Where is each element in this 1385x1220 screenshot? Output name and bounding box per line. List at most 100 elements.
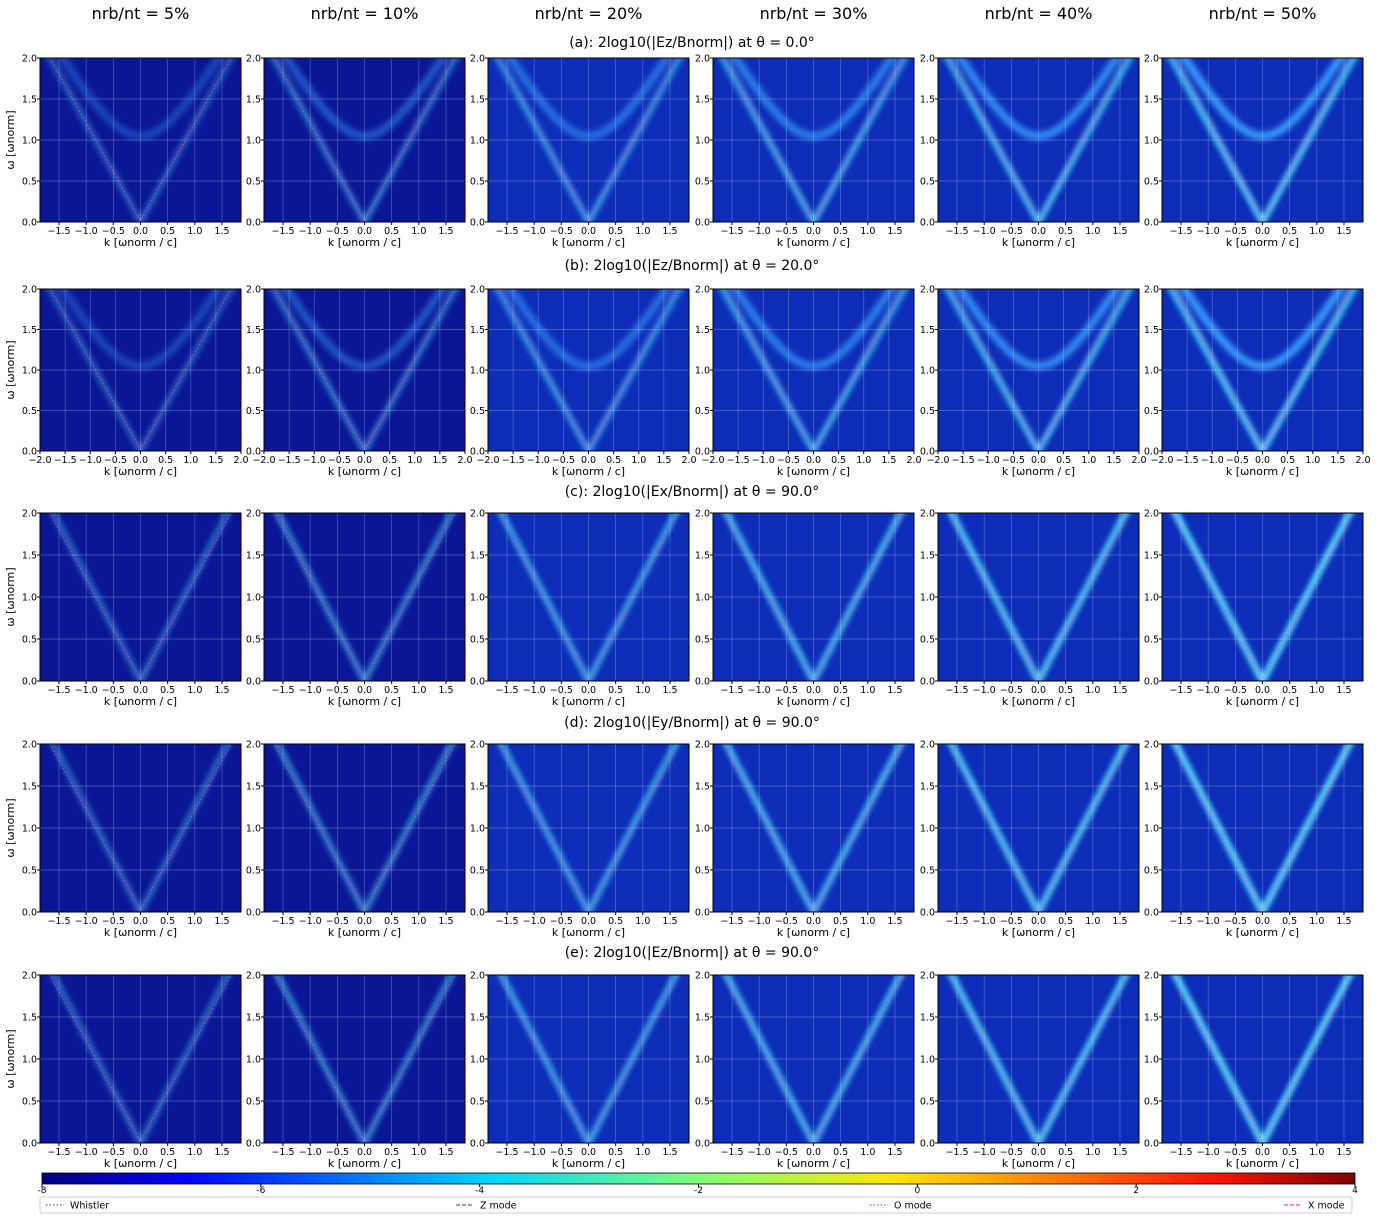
y-tick-label: 0.0 — [246, 1139, 261, 1150]
ridge — [950, 289, 1127, 451]
x-tick-label: 1.5 — [1106, 455, 1121, 466]
y-tick-label: 1.5 — [22, 782, 37, 793]
x-tick-label: 1.0 — [187, 916, 202, 927]
panel: −1.5 −1.0 −0.5 0.0 0.5 1.0 1.5 0.0 0.5 1.0 1.5 2.0 k… — [4, 509, 242, 708]
y-tick-label: 0.0 — [920, 908, 935, 919]
x-tick-label: −1.0 — [973, 226, 996, 237]
mode-curve — [947, 58, 1130, 222]
ridge — [276, 289, 453, 451]
x-tick-label: 1.0 — [1305, 455, 1320, 466]
x-tick-label: 0.5 — [160, 685, 175, 696]
y-tick-label: 1.0 — [22, 366, 37, 377]
y-tick-label: 2.0 — [695, 509, 710, 520]
y-tick-label: 0.5 — [920, 1097, 935, 1108]
x-tick-label: −0.5 — [1224, 226, 1247, 237]
x-tick-label: 1.0 — [860, 226, 875, 237]
y-tick-label: 0.0 — [246, 447, 261, 458]
x-tick-label: 0.0 — [1255, 455, 1270, 466]
x-tick-label: −2.0 — [926, 455, 949, 466]
x-tick-label: 0.0 — [133, 685, 148, 696]
x-tick-label: 1.5 — [1112, 1147, 1127, 1158]
x-axis-label: k [ωnorm / c] — [104, 926, 177, 939]
colorbar-tick-label: -6 — [256, 1186, 265, 1196]
y-tick-label: 1.5 — [470, 325, 485, 336]
y-tick-label: 2.0 — [246, 740, 261, 751]
x-axis-label: k [ωnorm / c] — [328, 926, 401, 939]
x-tick-label: −0.5 — [777, 455, 800, 466]
y-tick-label: 0.0 — [246, 677, 261, 688]
ridge — [52, 975, 229, 1143]
y-tick-label: 1.5 — [920, 95, 935, 106]
y-tick-label: 0.0 — [470, 218, 485, 229]
ridge — [52, 289, 229, 451]
ridge — [719, 289, 908, 451]
ridge — [1174, 58, 1351, 222]
heatmap — [1162, 58, 1363, 222]
x-tick-label: −1.5 — [278, 455, 301, 466]
y-tick-label: 0.0 — [695, 218, 710, 229]
ridge — [1179, 58, 1346, 141]
x-tick-label: 1.5 — [662, 1147, 677, 1158]
x-tick-label: 1.0 — [411, 1147, 426, 1158]
x-tick-label: 0.5 — [1058, 916, 1073, 927]
x-tick-label: 0.0 — [581, 916, 596, 927]
panel: −1.5 −1.0 −0.5 0.0 0.5 1.0 1.5 0.0 0.5 1.0 1.5 2.0 k… — [1144, 971, 1364, 1170]
x-tick-label: 1.0 — [183, 455, 198, 466]
x-axis-label: k [ωnorm / c] — [1226, 695, 1299, 708]
y-tick-label: 0.0 — [22, 218, 37, 229]
x-tick-label: −1.0 — [1197, 226, 1220, 237]
ridge — [57, 58, 224, 141]
row-title: (e): 2log10(|Ez/Bnorm|) at θ = 90.0° — [565, 945, 820, 961]
x-tick-label: 0.5 — [160, 226, 175, 237]
x-tick-label: 1.0 — [631, 455, 646, 466]
y-tick-label: 0.5 — [246, 406, 261, 417]
x-tick-label: −1.0 — [977, 455, 1000, 466]
x-tick-label: 1.0 — [411, 685, 426, 696]
y-tick-label: 1.0 — [695, 366, 710, 377]
x-tick-label: 1.5 — [1112, 685, 1127, 696]
ridge — [950, 975, 1127, 1143]
y-tick-label: 0.5 — [470, 635, 485, 646]
x-tick-label: 0.5 — [608, 916, 623, 927]
y-tick-label: 1.0 — [695, 593, 710, 604]
x-tick-label: 0.0 — [806, 685, 821, 696]
y-tick-label: 1.0 — [695, 824, 710, 835]
x-tick-label: 0.5 — [833, 916, 848, 927]
ridge — [46, 58, 235, 222]
ridge — [944, 289, 1133, 451]
y-tick-label: 1.5 — [22, 551, 37, 562]
row-title: (a): 2log10(|Ez/Bnorm|) at θ = 0.0° — [569, 35, 815, 51]
x-tick-label: 1.5 — [1112, 226, 1127, 237]
y-tick-label: 1.5 — [1144, 551, 1159, 562]
y-tick-label: 2.0 — [920, 740, 935, 751]
x-axis-label: k [ωnorm / c] — [552, 1157, 625, 1170]
x-axis-label: k [ωnorm / c] — [552, 465, 625, 478]
mode-curve — [273, 58, 456, 222]
colorbar-tick-label: -4 — [475, 1186, 484, 1196]
y-tick-label: 0.5 — [920, 866, 935, 877]
x-tick-label: −1.0 — [748, 685, 771, 696]
x-tick-label: 0.5 — [608, 685, 623, 696]
x-tick-label: −1.5 — [271, 1147, 294, 1158]
mode-curve — [722, 58, 905, 222]
x-tick-label: 1.0 — [860, 685, 875, 696]
x-tick-label: 1.0 — [1085, 226, 1100, 237]
y-tick-label: 0.5 — [1144, 177, 1159, 188]
ridge — [730, 289, 897, 371]
y-tick-label: 1.0 — [246, 366, 261, 377]
y-tick-label: 2.0 — [246, 285, 261, 296]
x-tick-label: −0.5 — [1000, 1147, 1023, 1158]
y-tick-label: 2.0 — [695, 740, 710, 751]
y-tick-label: 0.0 — [920, 447, 935, 458]
x-tick-label: −0.5 — [1224, 916, 1247, 927]
panel: −1.5 −1.0 −0.5 0.0 0.5 1.0 1.5 0.0 0.5 1.0 1.5 2.0 k… — [470, 740, 690, 939]
y-tick-label: 0.5 — [695, 866, 710, 877]
x-tick-label: −0.5 — [328, 455, 351, 466]
y-axis-label: ω [ωnorm] — [4, 798, 17, 857]
x-tick-label: −1.5 — [47, 685, 70, 696]
x-tick-label: 0.0 — [806, 1147, 821, 1158]
mode-curve — [1171, 289, 1354, 451]
x-tick-label: −1.5 — [47, 916, 70, 927]
y-tick-label: 1.0 — [1144, 366, 1159, 377]
x-tick-label: −0.5 — [775, 1147, 798, 1158]
